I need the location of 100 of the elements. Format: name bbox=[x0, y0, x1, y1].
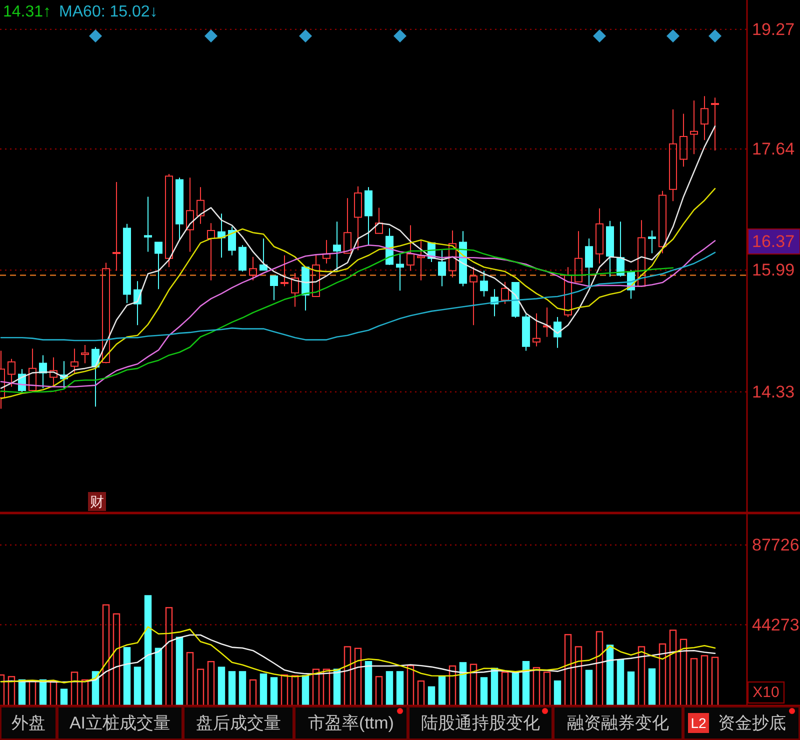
candlestick bbox=[260, 238, 268, 271]
bar bbox=[428, 686, 436, 707]
bar bbox=[574, 646, 582, 707]
bar bbox=[112, 613, 120, 707]
candlestick bbox=[344, 198, 352, 254]
candlestick bbox=[585, 238, 593, 288]
candlestick bbox=[680, 113, 688, 168]
bar bbox=[280, 674, 288, 707]
candlestick bbox=[28, 348, 36, 392]
candlestick bbox=[406, 224, 414, 272]
candlestick bbox=[207, 222, 215, 281]
bar bbox=[154, 648, 162, 707]
candlestick bbox=[596, 208, 604, 264]
bar bbox=[70, 672, 78, 707]
candlestick bbox=[512, 282, 520, 318]
bar bbox=[364, 661, 372, 707]
bar bbox=[564, 634, 572, 707]
candlestick bbox=[165, 173, 173, 268]
text: 融资融券变化 bbox=[567, 714, 669, 732]
bar bbox=[606, 644, 614, 707]
bar bbox=[165, 607, 173, 707]
bar bbox=[638, 646, 646, 707]
bar bbox=[270, 677, 278, 707]
bar bbox=[228, 671, 236, 707]
line-series bbox=[0, 126, 716, 389]
text: 陆股通持股变化 bbox=[421, 714, 540, 732]
candlestick bbox=[648, 230, 656, 254]
candlestick bbox=[333, 221, 341, 272]
candlestick bbox=[102, 262, 110, 364]
bar bbox=[322, 668, 330, 707]
candlestick bbox=[112, 182, 120, 272]
candlestick bbox=[638, 220, 646, 287]
candlestick bbox=[218, 213, 226, 258]
y-tick-label: 14.33 bbox=[752, 382, 795, 402]
bar bbox=[134, 666, 142, 707]
candlestick bbox=[711, 97, 719, 151]
bar bbox=[354, 648, 362, 707]
candlestick bbox=[574, 230, 582, 282]
bar bbox=[176, 636, 184, 707]
bar bbox=[658, 643, 666, 707]
bar bbox=[386, 671, 394, 707]
candlestick bbox=[39, 354, 47, 389]
text: 16.37 bbox=[752, 232, 795, 251]
candlestick bbox=[448, 230, 456, 278]
candlestick bbox=[700, 96, 708, 141]
candlestick bbox=[669, 108, 677, 202]
bar bbox=[616, 659, 624, 707]
bar bbox=[375, 676, 383, 707]
candlestick bbox=[144, 196, 152, 252]
bar bbox=[196, 668, 204, 707]
candlestick bbox=[543, 307, 551, 338]
y-tick-label: 44273 bbox=[752, 615, 800, 634]
y-tick-label: 17.64 bbox=[752, 139, 795, 158]
candlestick bbox=[364, 186, 372, 246]
bar bbox=[207, 661, 215, 707]
text: MA60: 15.02↓ bbox=[59, 4, 158, 20]
bar bbox=[50, 681, 58, 707]
bar bbox=[260, 673, 268, 707]
candlestick bbox=[70, 348, 78, 374]
bar bbox=[448, 665, 456, 707]
bar bbox=[554, 680, 562, 707]
y-axis-title: X10 bbox=[752, 684, 780, 701]
candlestick bbox=[658, 190, 666, 254]
bar bbox=[512, 672, 520, 707]
bar bbox=[344, 646, 352, 707]
candlestick bbox=[186, 177, 194, 252]
candlestick bbox=[154, 242, 162, 290]
candlestick bbox=[480, 270, 488, 297]
bar bbox=[700, 655, 708, 707]
bar bbox=[60, 688, 68, 707]
candlestick bbox=[606, 220, 614, 278]
candlestick bbox=[522, 314, 530, 352]
bar bbox=[8, 676, 16, 707]
text: AI立桩成交量 bbox=[69, 714, 171, 732]
y-tick-label: 87726 bbox=[752, 536, 800, 555]
candlestick bbox=[238, 244, 246, 272]
candlestick bbox=[532, 312, 540, 347]
text: 盘后成交量 bbox=[196, 714, 281, 732]
candlestick bbox=[616, 221, 624, 278]
y-tick-label: 15.99 bbox=[752, 260, 795, 280]
bar bbox=[238, 671, 246, 707]
candlestick bbox=[690, 100, 698, 155]
candlestick bbox=[270, 275, 278, 301]
bar bbox=[218, 666, 226, 707]
bar bbox=[596, 631, 604, 707]
bar bbox=[470, 664, 478, 707]
bar bbox=[302, 675, 310, 707]
text: 市盈率(ttm) bbox=[308, 714, 394, 732]
bar bbox=[81, 679, 89, 707]
candlestick bbox=[564, 266, 572, 318]
candlestick bbox=[470, 266, 478, 326]
candlestick bbox=[123, 223, 131, 304]
candlestick bbox=[280, 254, 288, 287]
candlestick bbox=[228, 226, 236, 256]
bar bbox=[532, 667, 540, 707]
candlestick bbox=[375, 207, 383, 234]
bar bbox=[144, 595, 152, 707]
text: 外盘 bbox=[12, 714, 46, 732]
bar bbox=[711, 656, 719, 707]
candlestick bbox=[81, 344, 89, 364]
